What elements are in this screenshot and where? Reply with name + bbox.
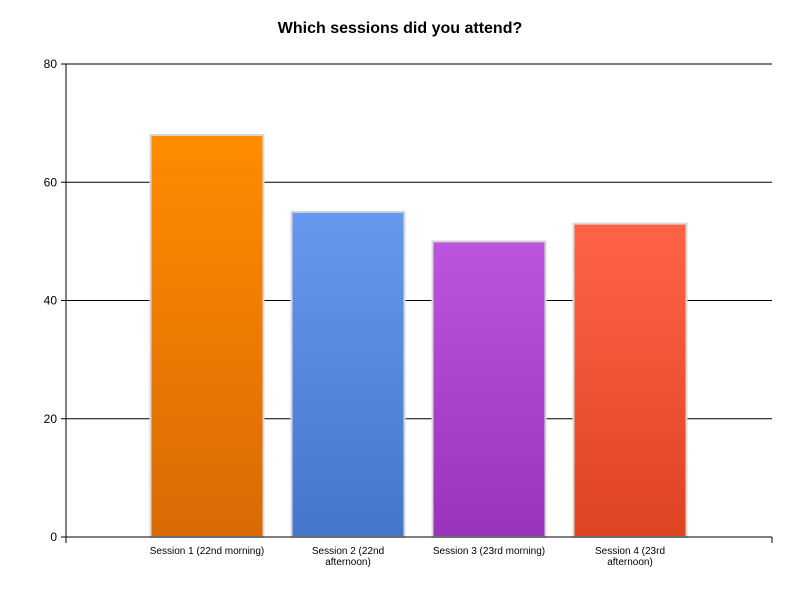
bars <box>149 133 688 538</box>
axes <box>61 63 773 543</box>
bar <box>149 133 265 538</box>
axis-labels: 0 20 40 60 80 Session 1 (22nd morning) Session… <box>44 57 665 568</box>
x-tick-label: Session 3 (23rd morning) <box>433 546 545 557</box>
y-tick-label: 40 <box>44 294 58 308</box>
y-tick-label: 60 <box>44 175 58 189</box>
y-tick-label: 80 <box>44 57 58 71</box>
x-tick-label: Session 4 (23rd afternoon) <box>595 546 665 568</box>
bar <box>431 240 547 538</box>
y-tick-label: 0 <box>50 530 57 544</box>
x-tick-label: Session 2 (22nd afternoon) <box>312 546 384 568</box>
bar <box>572 222 688 538</box>
y-tick-label: 20 <box>44 412 58 426</box>
chart-title: Which sessions did you attend? <box>278 20 522 37</box>
bar <box>290 210 406 538</box>
x-tick-label: Session 1 (22nd morning) <box>150 546 265 557</box>
